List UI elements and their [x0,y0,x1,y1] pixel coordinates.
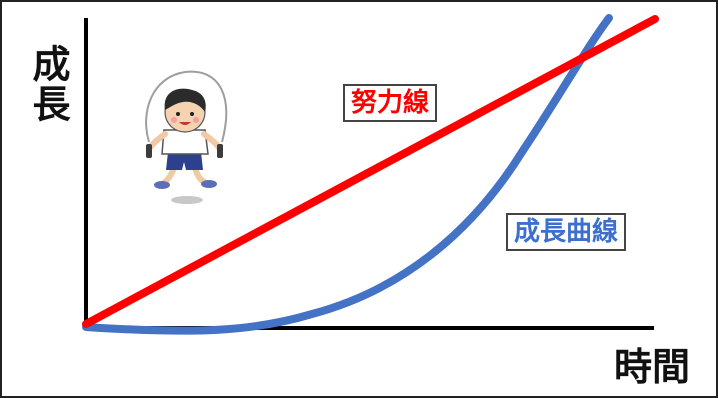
growth-curve-label: 成長曲線 [506,213,627,251]
effort-line-label-text: 努力線 [351,88,430,118]
growth-curve-label-text: 成長曲線 [514,217,619,247]
growth-curve [82,14,613,335]
y-axis-label: 成長 [26,44,70,124]
effort-line [82,15,659,328]
x-axis-label: 時間 [614,345,691,389]
jump-rope-boy-icon [145,70,228,204]
effort-line-label: 努力線 [343,84,438,122]
